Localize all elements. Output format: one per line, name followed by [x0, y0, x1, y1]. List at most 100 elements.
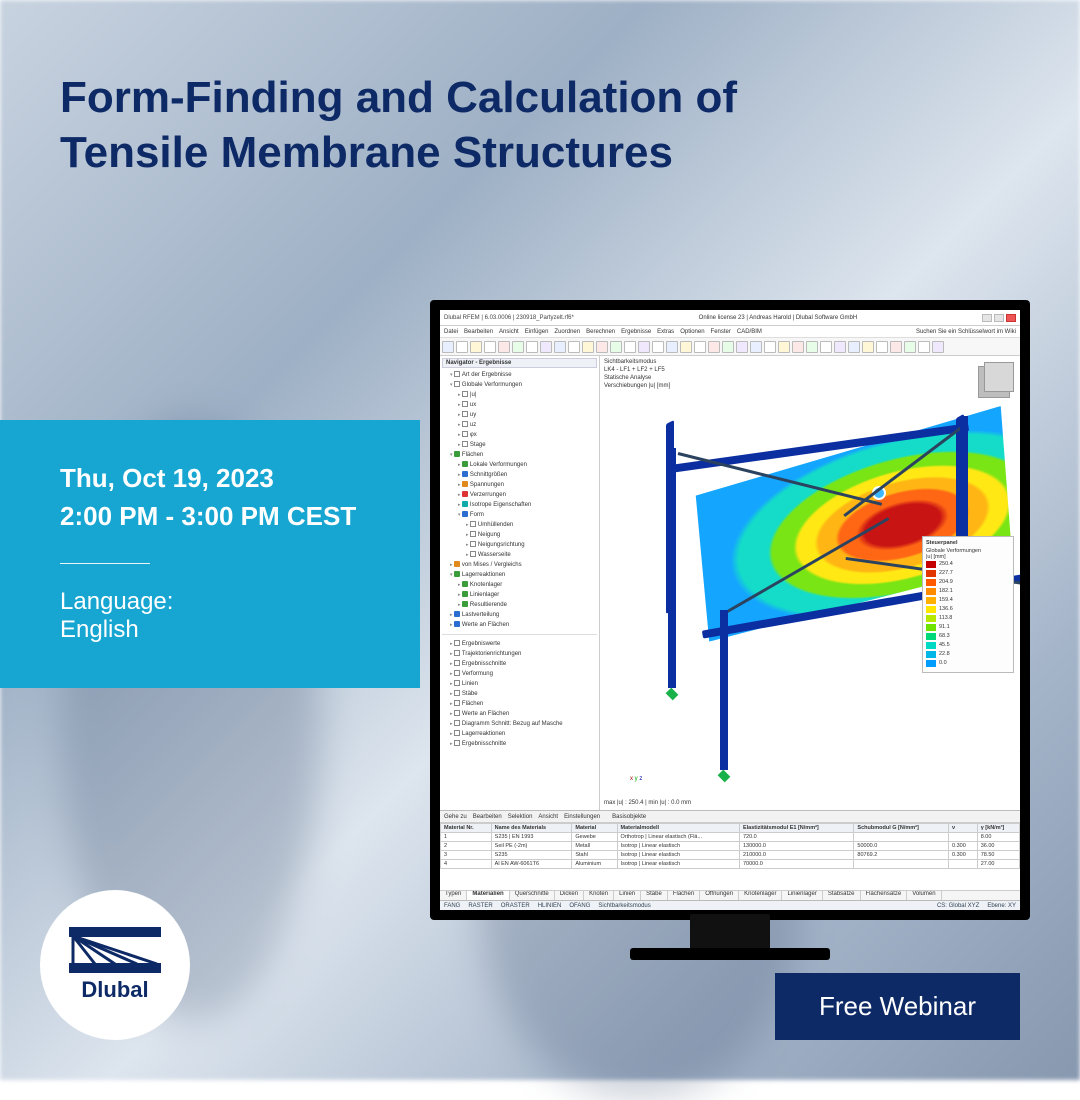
toolbar-button[interactable]: [736, 341, 748, 353]
maximize-button[interactable]: [994, 314, 1004, 322]
bottom-tab[interactable]: Flächensätze: [861, 891, 908, 900]
toolbar-button[interactable]: [862, 341, 874, 353]
model-viewport[interactable]: Sichtbarkeitsmodus LK4 - LF1 + LF2 + LF5…: [600, 356, 1020, 810]
table-cell[interactable]: 36.00: [977, 842, 1019, 851]
tree-item[interactable]: Isotrope Eigenschaften: [470, 502, 531, 508]
toolbar-button[interactable]: [848, 341, 860, 353]
bottom-tab[interactable]: Volumen: [907, 891, 941, 900]
table-cell[interactable]: Isotrop | Linear elastisch: [617, 860, 739, 869]
tree-item[interactable]: Trajektorienrichtungen: [462, 651, 521, 657]
table-cell[interactable]: [949, 833, 978, 842]
table-menu[interactable]: Selektion: [508, 814, 533, 820]
toolbar-button[interactable]: [554, 341, 566, 353]
table-cell[interactable]: 80769.2: [854, 851, 949, 860]
menu-item[interactable]: Zuordnen: [554, 329, 580, 335]
bottom-tab[interactable]: Öffnungen: [700, 891, 739, 900]
wiki-search[interactable]: Suchen Sie ein Schlüsselwort im Wiki: [916, 329, 1016, 335]
bottom-tab[interactable]: Typen: [440, 891, 467, 900]
bottom-tab[interactable]: Linien: [614, 891, 641, 900]
tree-item[interactable]: ux: [470, 402, 476, 408]
tree-item[interactable]: Globale Verformungen: [462, 382, 522, 388]
tree-item[interactable]: Werte an Flächen: [462, 711, 509, 717]
tree-item[interactable]: Ergebnisschnitte: [462, 741, 506, 747]
table-cell[interactable]: 720.0: [739, 833, 853, 842]
table-cell[interactable]: S235 | EN 1993: [491, 833, 572, 842]
color-legend-panel[interactable]: Steuerpanel Globale Verformungen |u| [mm…: [922, 536, 1014, 673]
table-cell[interactable]: 210000.0: [739, 851, 853, 860]
table-cell[interactable]: 78.50: [977, 851, 1019, 860]
view-cube[interactable]: [984, 362, 1014, 392]
menu-item[interactable]: Berechnen: [586, 329, 615, 335]
toolbar-button[interactable]: [764, 341, 776, 353]
tree-item[interactable]: |u|: [470, 392, 476, 398]
tree-item[interactable]: Neigung: [478, 532, 500, 538]
table-header[interactable]: Material Nr.: [441, 824, 492, 833]
tree-item[interactable]: Spannungen: [470, 482, 504, 488]
table-row[interactable]: 2Seil PE (-2m)MetallIsotrop | Linear ela…: [441, 842, 1020, 851]
toolbar-button[interactable]: [722, 341, 734, 353]
toolbar-button[interactable]: [568, 341, 580, 353]
table-cell[interactable]: Metall: [572, 842, 617, 851]
toolbar-button[interactable]: [918, 341, 930, 353]
table-row[interactable]: 1S235 | EN 1993GewebeOrthotrop | Linear …: [441, 833, 1020, 842]
toolbar-button[interactable]: [666, 341, 678, 353]
table-cell[interactable]: Al EN AW-6061T6: [491, 860, 572, 869]
toolbar-button[interactable]: [456, 341, 468, 353]
table-cell[interactable]: [854, 833, 949, 842]
toolbar-button[interactable]: [750, 341, 762, 353]
toolbar-button[interactable]: [820, 341, 832, 353]
toolbar-button[interactable]: [638, 341, 650, 353]
tree-item[interactable]: Ergebnisschnitte: [462, 661, 506, 667]
tree-item[interactable]: Lagerreaktionen: [462, 731, 505, 737]
tree-item[interactable]: Flächen: [462, 701, 483, 707]
toolbar-button[interactable]: [652, 341, 664, 353]
table-header[interactable]: Name des Materials: [491, 824, 572, 833]
table-cell[interactable]: 0.300: [949, 851, 978, 860]
tree-item[interactable]: Lastverteilung: [462, 612, 499, 618]
tree-item[interactable]: Stäbe: [462, 691, 478, 697]
tree-item[interactable]: Knotenlager: [470, 582, 502, 588]
table-category-dropdown[interactable]: Basisobjekte: [612, 814, 646, 820]
close-button[interactable]: [1006, 314, 1016, 322]
menu-item[interactable]: Datei: [444, 329, 458, 335]
table-cell[interactable]: Aluminium: [572, 860, 617, 869]
toolbar-button[interactable]: [792, 341, 804, 353]
table-cell[interactable]: Isotrop | Linear elastisch: [617, 842, 739, 851]
table-cell[interactable]: Isotrop | Linear elastisch: [617, 851, 739, 860]
results-tree[interactable]: Art der Ergebnisse Globale Verformungen …: [442, 370, 597, 749]
toolbar-button[interactable]: [806, 341, 818, 353]
materials-table[interactable]: Material Nr.Name des MaterialsMaterialMa…: [440, 823, 1020, 869]
toolbar-button[interactable]: [624, 341, 636, 353]
table-menu[interactable]: Ansicht: [538, 814, 558, 820]
table-header[interactable]: Elastizitätsmodul E1 [N/mm²]: [739, 824, 853, 833]
table-header[interactable]: ν: [949, 824, 978, 833]
tree-item[interactable]: uz: [470, 422, 476, 428]
tree-item[interactable]: Werte an Flächen: [462, 622, 509, 628]
tree-item[interactable]: Ergebniswerte: [462, 641, 500, 647]
table-cell[interactable]: [949, 860, 978, 869]
toolbar-button[interactable]: [708, 341, 720, 353]
table-cell[interactable]: 8.00: [977, 833, 1019, 842]
status-item[interactable]: RASTER: [468, 903, 492, 909]
tree-item[interactable]: Stage: [470, 442, 486, 448]
table-header[interactable]: Material: [572, 824, 617, 833]
menu-item[interactable]: Extras: [657, 329, 674, 335]
tree-item[interactable]: Flächen: [462, 452, 483, 458]
toolbar-button[interactable]: [876, 341, 888, 353]
toolbar-button[interactable]: [470, 341, 482, 353]
tree-item[interactable]: Neigungsrichtung: [478, 542, 525, 548]
tree-item[interactable]: Lokale Verformungen: [470, 462, 527, 468]
tree-item[interactable]: Linien: [462, 681, 478, 687]
menu-item[interactable]: Bearbeiten: [464, 329, 493, 335]
toolbar-button[interactable]: [442, 341, 454, 353]
tree-item[interactable]: φx: [470, 432, 477, 438]
table-cell[interactable]: Gewebe: [572, 833, 617, 842]
bottom-tab[interactable]: Dicken: [555, 891, 584, 900]
table-row[interactable]: 3S235StahlIsotrop | Linear elastisch2100…: [441, 851, 1020, 860]
table-cell[interactable]: 130000.0: [739, 842, 853, 851]
toolbar-button[interactable]: [932, 341, 944, 353]
tree-item[interactable]: Linienlager: [470, 592, 499, 598]
tree-item[interactable]: Schnittgrößen: [470, 472, 507, 478]
menu-item[interactable]: Ergebnisse: [621, 329, 651, 335]
table-header[interactable]: Schubmodul G [N/mm²]: [854, 824, 949, 833]
